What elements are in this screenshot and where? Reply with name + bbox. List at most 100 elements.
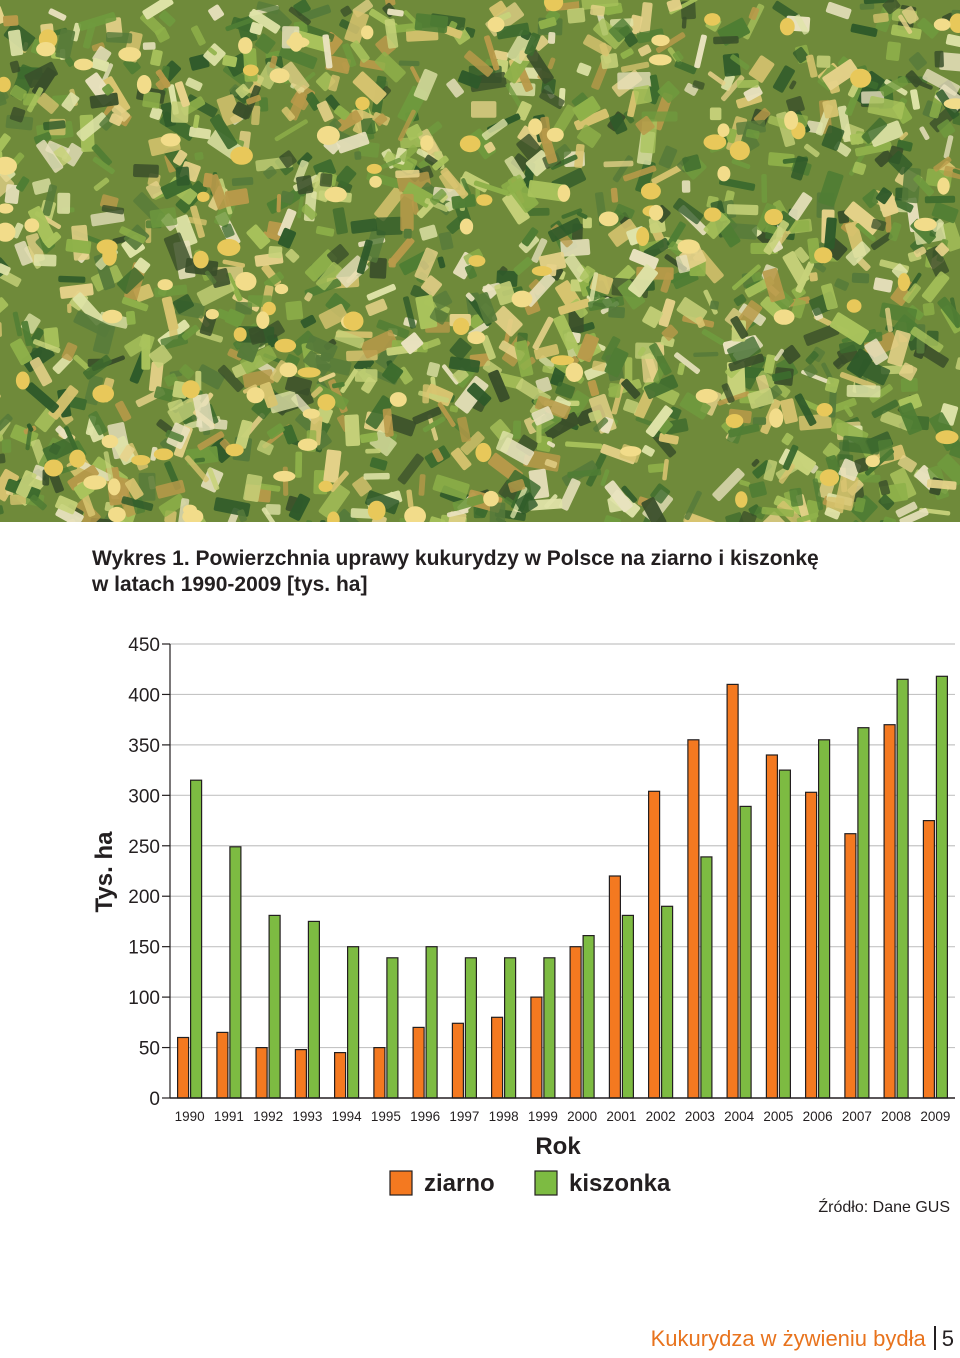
silage-fragment (125, 478, 144, 500)
silage-fragment (794, 246, 810, 263)
silage-fragment (822, 442, 841, 460)
bar-ziarno-2007 (844, 833, 857, 1099)
bar-ziarno-2002 (647, 790, 661, 1099)
silage-fragment (246, 224, 271, 250)
silage-fragment (610, 187, 619, 203)
silage-fragment (25, 427, 33, 451)
silage-fragment (148, 361, 164, 392)
silage-fragment (297, 196, 304, 219)
silage-fragment (488, 369, 510, 403)
silage-fragment (933, 156, 952, 172)
silage-fragment (641, 497, 667, 522)
silage-fragment (403, 296, 416, 329)
corn-kernel (302, 408, 320, 419)
silage-fragment (225, 17, 253, 32)
silage-fragment (480, 335, 496, 361)
silage-fragment (662, 458, 669, 481)
silage-fragment (651, 164, 683, 185)
silage-fragment (55, 495, 78, 515)
silage-fragment (155, 479, 186, 499)
silage-fragment (620, 48, 634, 59)
corn-kernel (651, 34, 670, 46)
silage-fragment (281, 106, 295, 122)
bar-ziarno-2005 (765, 754, 779, 1099)
silage-fragment (473, 180, 509, 196)
silage-fragment (650, 483, 671, 504)
silage-fragment (363, 472, 390, 480)
corn-kernel (935, 430, 959, 445)
silage-fragment (641, 445, 655, 457)
silage-fragment (369, 257, 387, 279)
silage-fragment (9, 494, 27, 506)
silage-fragment (437, 256, 446, 269)
x-tick-label: 1994 (332, 1109, 363, 1124)
silage-fragment (442, 364, 459, 385)
silage-fragment (937, 119, 956, 138)
legend-swatch-ziarno (389, 1170, 413, 1196)
silage-fragment (902, 6, 919, 25)
silage-fragment (821, 125, 845, 151)
silage-fragment (550, 154, 578, 170)
silage-fragment (206, 174, 229, 210)
legend-label-kiszonka: kiszonka (569, 1170, 671, 1197)
corn-kernel (0, 76, 11, 93)
silage-fragment (623, 111, 635, 124)
silage-fragment (623, 398, 639, 414)
silage-fragment (852, 161, 867, 176)
bar-kiszonka-2008 (896, 678, 909, 1099)
silage-fragment (82, 22, 96, 49)
silage-fragment (285, 248, 300, 263)
corn-kernel (262, 301, 276, 316)
corn-kernel (343, 311, 364, 331)
silage-fragment (0, 413, 13, 443)
silage-fragment (30, 327, 45, 344)
silage-fragment (538, 17, 557, 30)
silage-fragment (761, 506, 795, 518)
silage-fragment (796, 512, 819, 522)
silage-fragment (26, 423, 34, 432)
silage-fragment (721, 73, 735, 91)
corn-kernel (649, 204, 664, 221)
silage-fragment (855, 223, 876, 242)
silage-fragment (64, 426, 80, 456)
silage-fragment (682, 154, 702, 173)
silage-fragment (159, 10, 176, 27)
silage-fragment (878, 480, 891, 496)
silage-fragment (71, 498, 101, 522)
silage-fragment (173, 214, 198, 248)
silage-fragment (48, 385, 79, 420)
bar-kiszonka-2003 (700, 856, 713, 1099)
silage-fragment (903, 283, 921, 304)
corn-kernel (865, 455, 880, 468)
x-tick-label: 2001 (606, 1109, 636, 1124)
silage-fragment (780, 398, 798, 424)
x-tick-label: 2007 (842, 1109, 872, 1124)
silage-fragment (350, 40, 370, 63)
silage-fragment (484, 35, 500, 71)
corn-kernel (69, 449, 86, 468)
corn-kernel (735, 491, 748, 508)
corn-kernel (933, 18, 951, 31)
y-tick-label: 100 (128, 988, 160, 1009)
gridlines (170, 643, 955, 1049)
silage-fragment (695, 316, 705, 328)
silage-fragment (707, 71, 726, 86)
silage-fragment (231, 177, 254, 187)
silage-fragment (845, 83, 863, 116)
silage-fragment (743, 84, 763, 102)
x-tick-label: 1993 (292, 1109, 322, 1124)
silage-fragment (885, 307, 893, 332)
silage-fragment (496, 22, 530, 40)
silage-fragment (924, 245, 950, 278)
silage-fragment (149, 207, 178, 229)
corn-kernel (704, 13, 721, 26)
corn-kernel (729, 141, 750, 161)
corn-kernel (779, 18, 795, 36)
silage-fragment (603, 160, 634, 168)
silage-fragment (418, 474, 426, 496)
bar-ziarno-2004 (726, 683, 739, 1099)
silage-fragment (9, 106, 26, 123)
bar-ziarno-2009 (922, 820, 936, 1099)
silage-fragment (538, 127, 558, 164)
silage-fragment (829, 312, 869, 345)
